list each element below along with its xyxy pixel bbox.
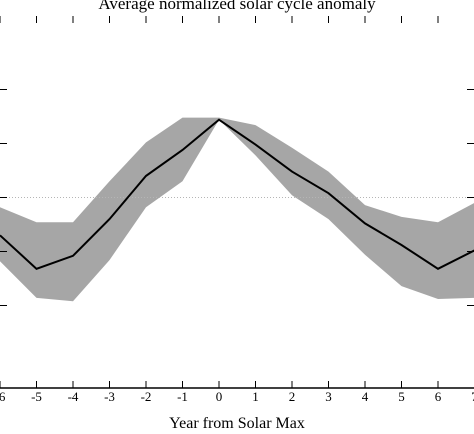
x-tick-label: 2 [289, 389, 296, 404]
mean-line [0, 118, 474, 270]
x-tick-label: 3 [325, 389, 332, 404]
x-tick-label: -1 [177, 389, 188, 404]
x-tick-label: -3 [104, 389, 115, 404]
x-tick-label: 6 [435, 389, 442, 404]
ticks-layer: -6 -5 -4 -3 -2 -1 0 1 2 3 4 5 6 7 [0, 16, 474, 404]
x-tick-label: -2 [141, 389, 152, 404]
x-tick-label: 0 [216, 389, 223, 404]
x-tick-label: 4 [362, 389, 369, 404]
x-tick-label: 7 [471, 389, 474, 404]
x-tick-label: -4 [68, 389, 79, 404]
x-axis-label: Year from Solar Max [169, 415, 305, 432]
x-tick-label: 1 [252, 389, 259, 404]
x-tick-label: -5 [31, 389, 42, 404]
chart-title: Average normalized solar cycle anomaly [98, 0, 376, 13]
mean-line-layer [0, 118, 474, 270]
x-tick-label: -6 [0, 389, 6, 404]
x-tick-label: 5 [398, 389, 405, 404]
uncertainty-band-layer [0, 117, 474, 302]
uncertainty-band [0, 117, 474, 302]
